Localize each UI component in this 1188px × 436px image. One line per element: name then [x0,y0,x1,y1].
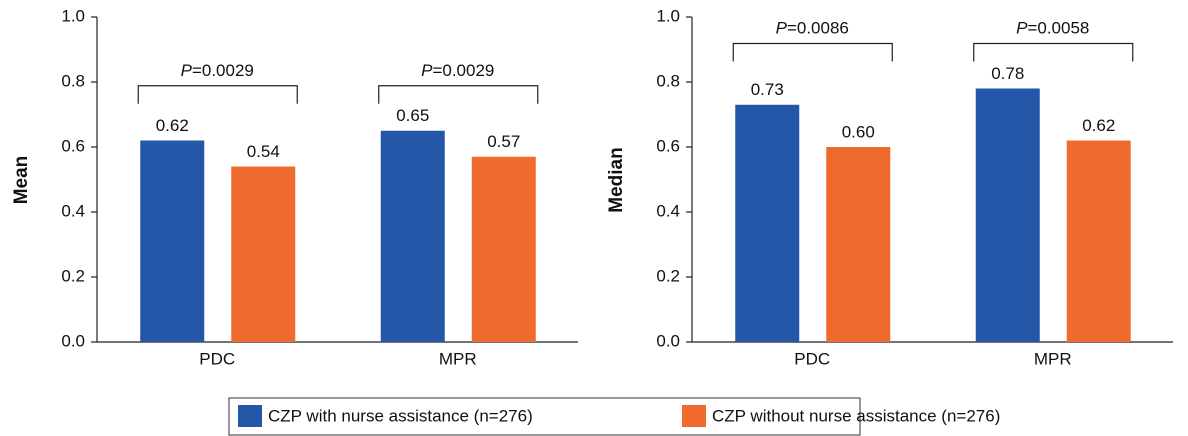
y-axis-title: Median [606,147,627,212]
y-tick-label: 0.8 [61,71,85,90]
legend-label: CZP without nurse assistance (n=276) [712,406,1000,425]
legend-swatch [238,405,262,427]
y-tick-label: 1.0 [61,6,85,25]
value-label: 0.62 [156,116,189,135]
y-tick-label: 0.0 [61,331,85,350]
y-tick-label: 0.2 [61,266,85,285]
p-value-annotation: P=0.0029 [181,61,254,80]
y-axis-title: Mean [11,156,32,205]
y-tick-label: 0.0 [656,331,680,350]
y-tick-label: 0.4 [656,201,680,220]
x-tick-label: MPR [1034,349,1072,368]
x-tick-label: MPR [439,349,477,368]
x-tick-label: PDC [199,349,235,368]
p-value-annotation: P=0.0086 [776,19,849,38]
value-label: 0.62 [1082,116,1115,135]
bar [975,88,1040,342]
legend-box [228,397,861,436]
bar [1066,140,1131,342]
value-label: 0.54 [247,142,280,161]
significance-bracket [973,42,1134,62]
bar [380,130,445,342]
value-label: 0.57 [487,132,520,151]
value-label: 0.60 [842,122,875,141]
legend-label: CZP with nurse assistance (n=276) [268,406,533,425]
significance-bracket [732,42,893,62]
p-value-annotation: P=0.0029 [421,61,494,80]
bar [826,147,891,342]
value-label: 0.65 [396,106,429,125]
y-tick-label: 0.6 [61,136,85,155]
y-tick-label: 0.2 [656,266,680,285]
bar [471,156,536,342]
bar [140,140,205,342]
bar [735,104,800,342]
y-tick-label: 0.6 [656,136,680,155]
y-tick-label: 1.0 [656,6,680,25]
legend-swatch [682,405,706,427]
significance-bracket [137,85,298,104]
significance-bracket [378,85,539,104]
value-label: 0.78 [991,64,1024,83]
p-value-annotation: P=0.0058 [1016,19,1089,38]
y-tick-label: 0.8 [656,71,680,90]
bar [231,166,296,342]
y-tick-label: 0.4 [61,201,85,220]
value-label: 0.73 [751,80,784,99]
x-tick-label: PDC [794,349,830,368]
